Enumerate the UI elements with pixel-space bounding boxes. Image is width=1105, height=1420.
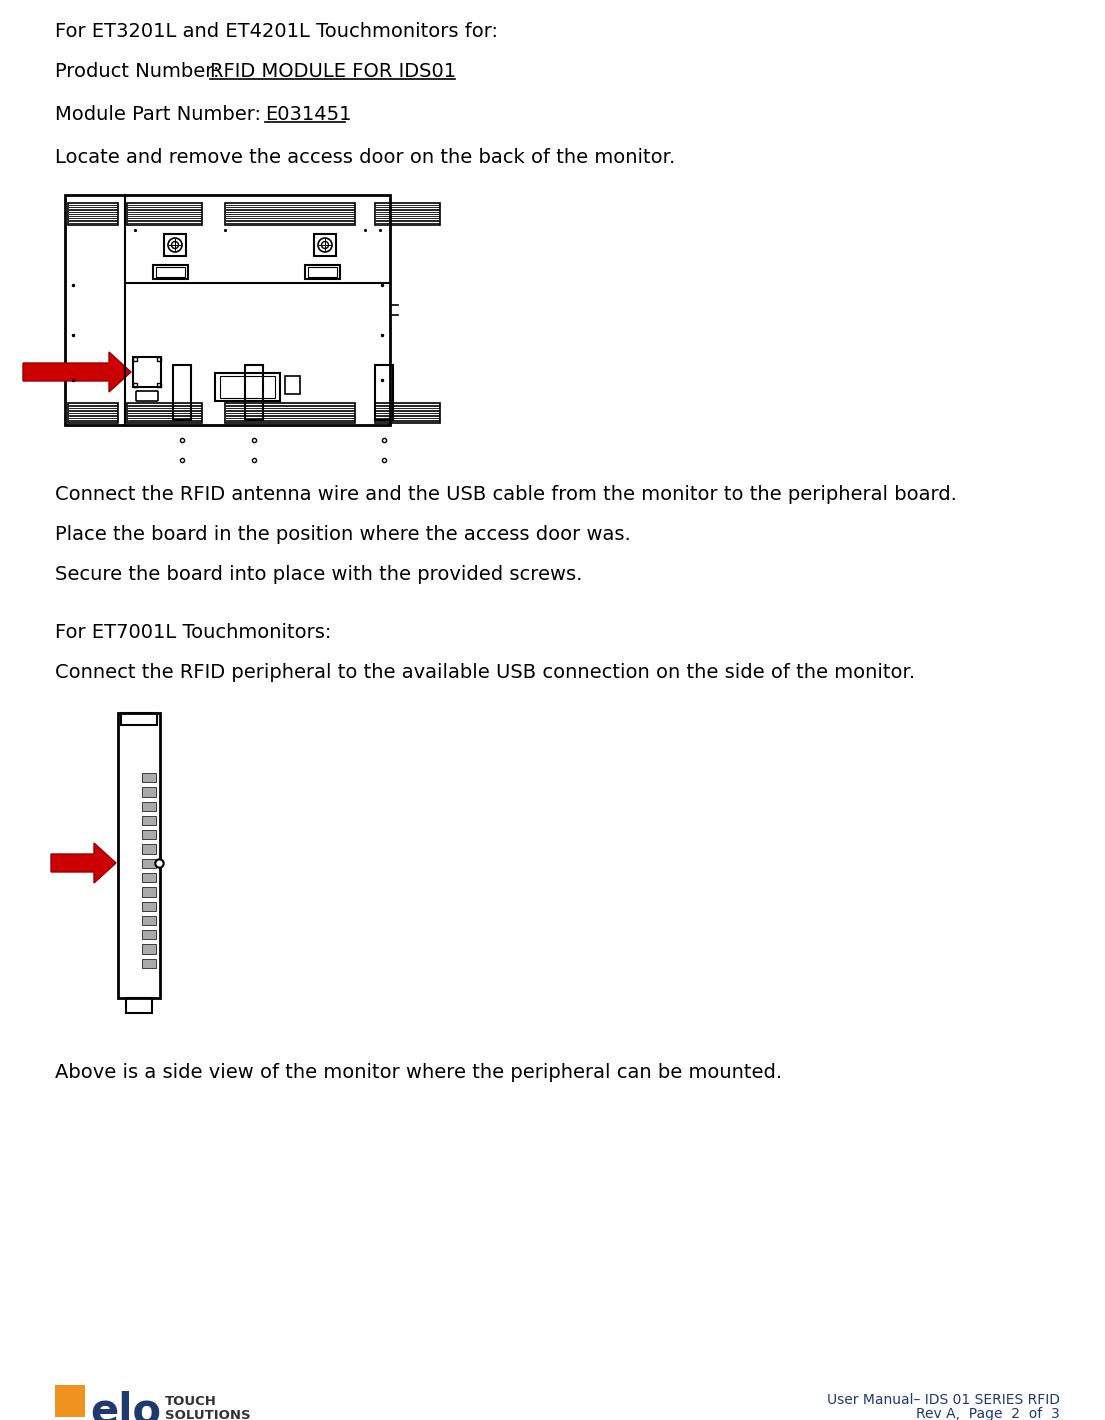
Bar <box>143 916 156 926</box>
Bar <box>173 365 191 420</box>
Text: User Manual– IDS 01 SERIES RFID: User Manual– IDS 01 SERIES RFID <box>827 1393 1060 1407</box>
Bar <box>156 267 185 277</box>
Bar <box>143 873 156 882</box>
Bar <box>143 959 156 968</box>
Bar <box>143 831 156 839</box>
Bar <box>164 234 186 256</box>
Bar <box>127 403 202 423</box>
Bar <box>314 234 336 256</box>
Bar <box>55 1384 85 1417</box>
Bar <box>225 203 355 224</box>
Bar <box>220 376 275 398</box>
Text: Locate and remove the access door on the back of the monitor.: Locate and remove the access door on the… <box>55 148 675 168</box>
Bar <box>143 787 156 797</box>
Text: Secure the board into place with the provided screws.: Secure the board into place with the pro… <box>55 565 582 584</box>
Polygon shape <box>51 843 116 883</box>
Bar <box>143 801 156 811</box>
Text: Product Number:: Product Number: <box>55 62 225 81</box>
Text: elo: elo <box>90 1390 161 1420</box>
Bar <box>118 713 160 998</box>
Bar <box>127 203 202 224</box>
Text: Connect the RFID peripheral to the available USB connection on the side of the m: Connect the RFID peripheral to the avail… <box>55 663 915 682</box>
Text: Connect the RFID antenna wire and the USB cable from the monitor to the peripher: Connect the RFID antenna wire and the US… <box>55 486 957 504</box>
Bar <box>143 902 156 910</box>
Bar <box>215 373 280 400</box>
Bar <box>143 930 156 940</box>
Bar <box>375 365 393 420</box>
Bar <box>152 266 188 278</box>
Bar <box>143 944 156 954</box>
Bar <box>143 845 156 853</box>
Text: Above is a side view of the monitor where the peripheral can be mounted.: Above is a side view of the monitor wher… <box>55 1064 782 1082</box>
Bar <box>122 713 157 726</box>
Bar <box>143 772 156 782</box>
Bar <box>133 356 161 388</box>
Text: E031451: E031451 <box>265 105 351 124</box>
Bar <box>285 376 299 393</box>
Bar <box>65 195 390 425</box>
Bar <box>375 403 440 423</box>
Text: For ET7001L Touchmonitors:: For ET7001L Touchmonitors: <box>55 623 332 642</box>
Text: For ET3201L and ET4201L Touchmonitors for:: For ET3201L and ET4201L Touchmonitors fo… <box>55 21 498 41</box>
Text: Place the board in the position where the access door was.: Place the board in the position where th… <box>55 525 631 544</box>
Text: RFID MODULE FOR IDS01: RFID MODULE FOR IDS01 <box>210 62 456 81</box>
Bar <box>245 365 263 420</box>
Bar <box>126 998 152 1012</box>
Bar <box>69 203 118 224</box>
Text: Module Part Number:: Module Part Number: <box>55 105 267 124</box>
Bar <box>143 888 156 896</box>
Text: SOLUTIONS: SOLUTIONS <box>165 1409 251 1420</box>
Bar <box>305 266 340 278</box>
Bar <box>308 267 337 277</box>
Bar <box>143 816 156 825</box>
Bar <box>375 203 440 224</box>
Text: TOUCH: TOUCH <box>165 1394 217 1409</box>
Bar <box>225 403 355 423</box>
Bar <box>69 403 118 423</box>
Polygon shape <box>23 352 131 392</box>
Text: Rev A,  Page  2  of  3: Rev A, Page 2 of 3 <box>916 1407 1060 1420</box>
Bar <box>143 859 156 868</box>
